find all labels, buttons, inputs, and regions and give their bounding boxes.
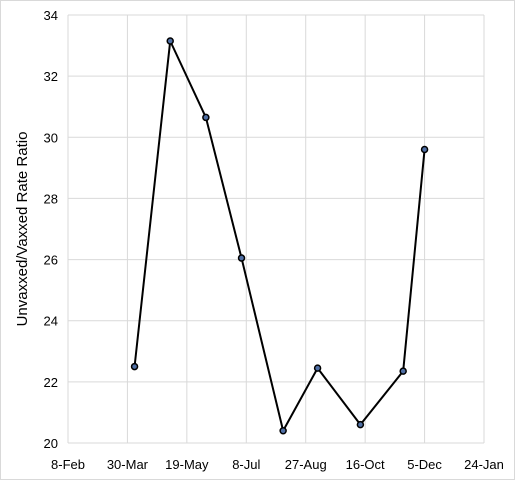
y-tick-label: 32 <box>44 69 58 84</box>
data-series <box>130 37 429 435</box>
series-line <box>133 39 426 432</box>
data-point <box>399 367 407 375</box>
x-tick-label: 16-Oct <box>346 457 385 472</box>
data-point <box>166 37 174 45</box>
x-tick-label: 30-Mar <box>107 457 149 472</box>
data-point <box>420 145 429 154</box>
y-axis-tick-labels: 20 22 24 26 28 30 32 34 <box>44 8 58 451</box>
y-tick-label: 24 <box>44 314 58 329</box>
grid <box>67 14 485 444</box>
x-axis-tick-labels: 8-Feb 30-Mar 19-May 8-Jul 27-Aug 16-Oct 5-Dec 2… <box>51 457 504 472</box>
x-tick-label: 24-Jan <box>464 457 504 472</box>
data-point <box>130 362 139 371</box>
x-tick-label: 27-Aug <box>285 457 327 472</box>
x-tick-label: 8-Jul <box>232 457 260 472</box>
x-tick-label: 5-Dec <box>407 457 442 472</box>
data-point <box>313 364 322 372</box>
y-tick-label: 30 <box>44 130 58 145</box>
y-tick-label: 20 <box>44 436 58 451</box>
y-tick-label: 34 <box>44 8 58 23</box>
data-point <box>279 427 287 435</box>
data-point <box>202 113 210 122</box>
data-point <box>356 420 365 429</box>
y-tick-label: 26 <box>44 253 58 268</box>
x-tick-label: 19-May <box>165 457 209 472</box>
y-tick-label: 28 <box>44 191 58 206</box>
x-tick-label: 8-Feb <box>51 457 85 472</box>
y-axis-title: Unvaxxed/Vaxxed Rate Ratio <box>14 132 31 327</box>
data-point <box>237 254 246 262</box>
y-tick-label: 22 <box>44 375 58 390</box>
